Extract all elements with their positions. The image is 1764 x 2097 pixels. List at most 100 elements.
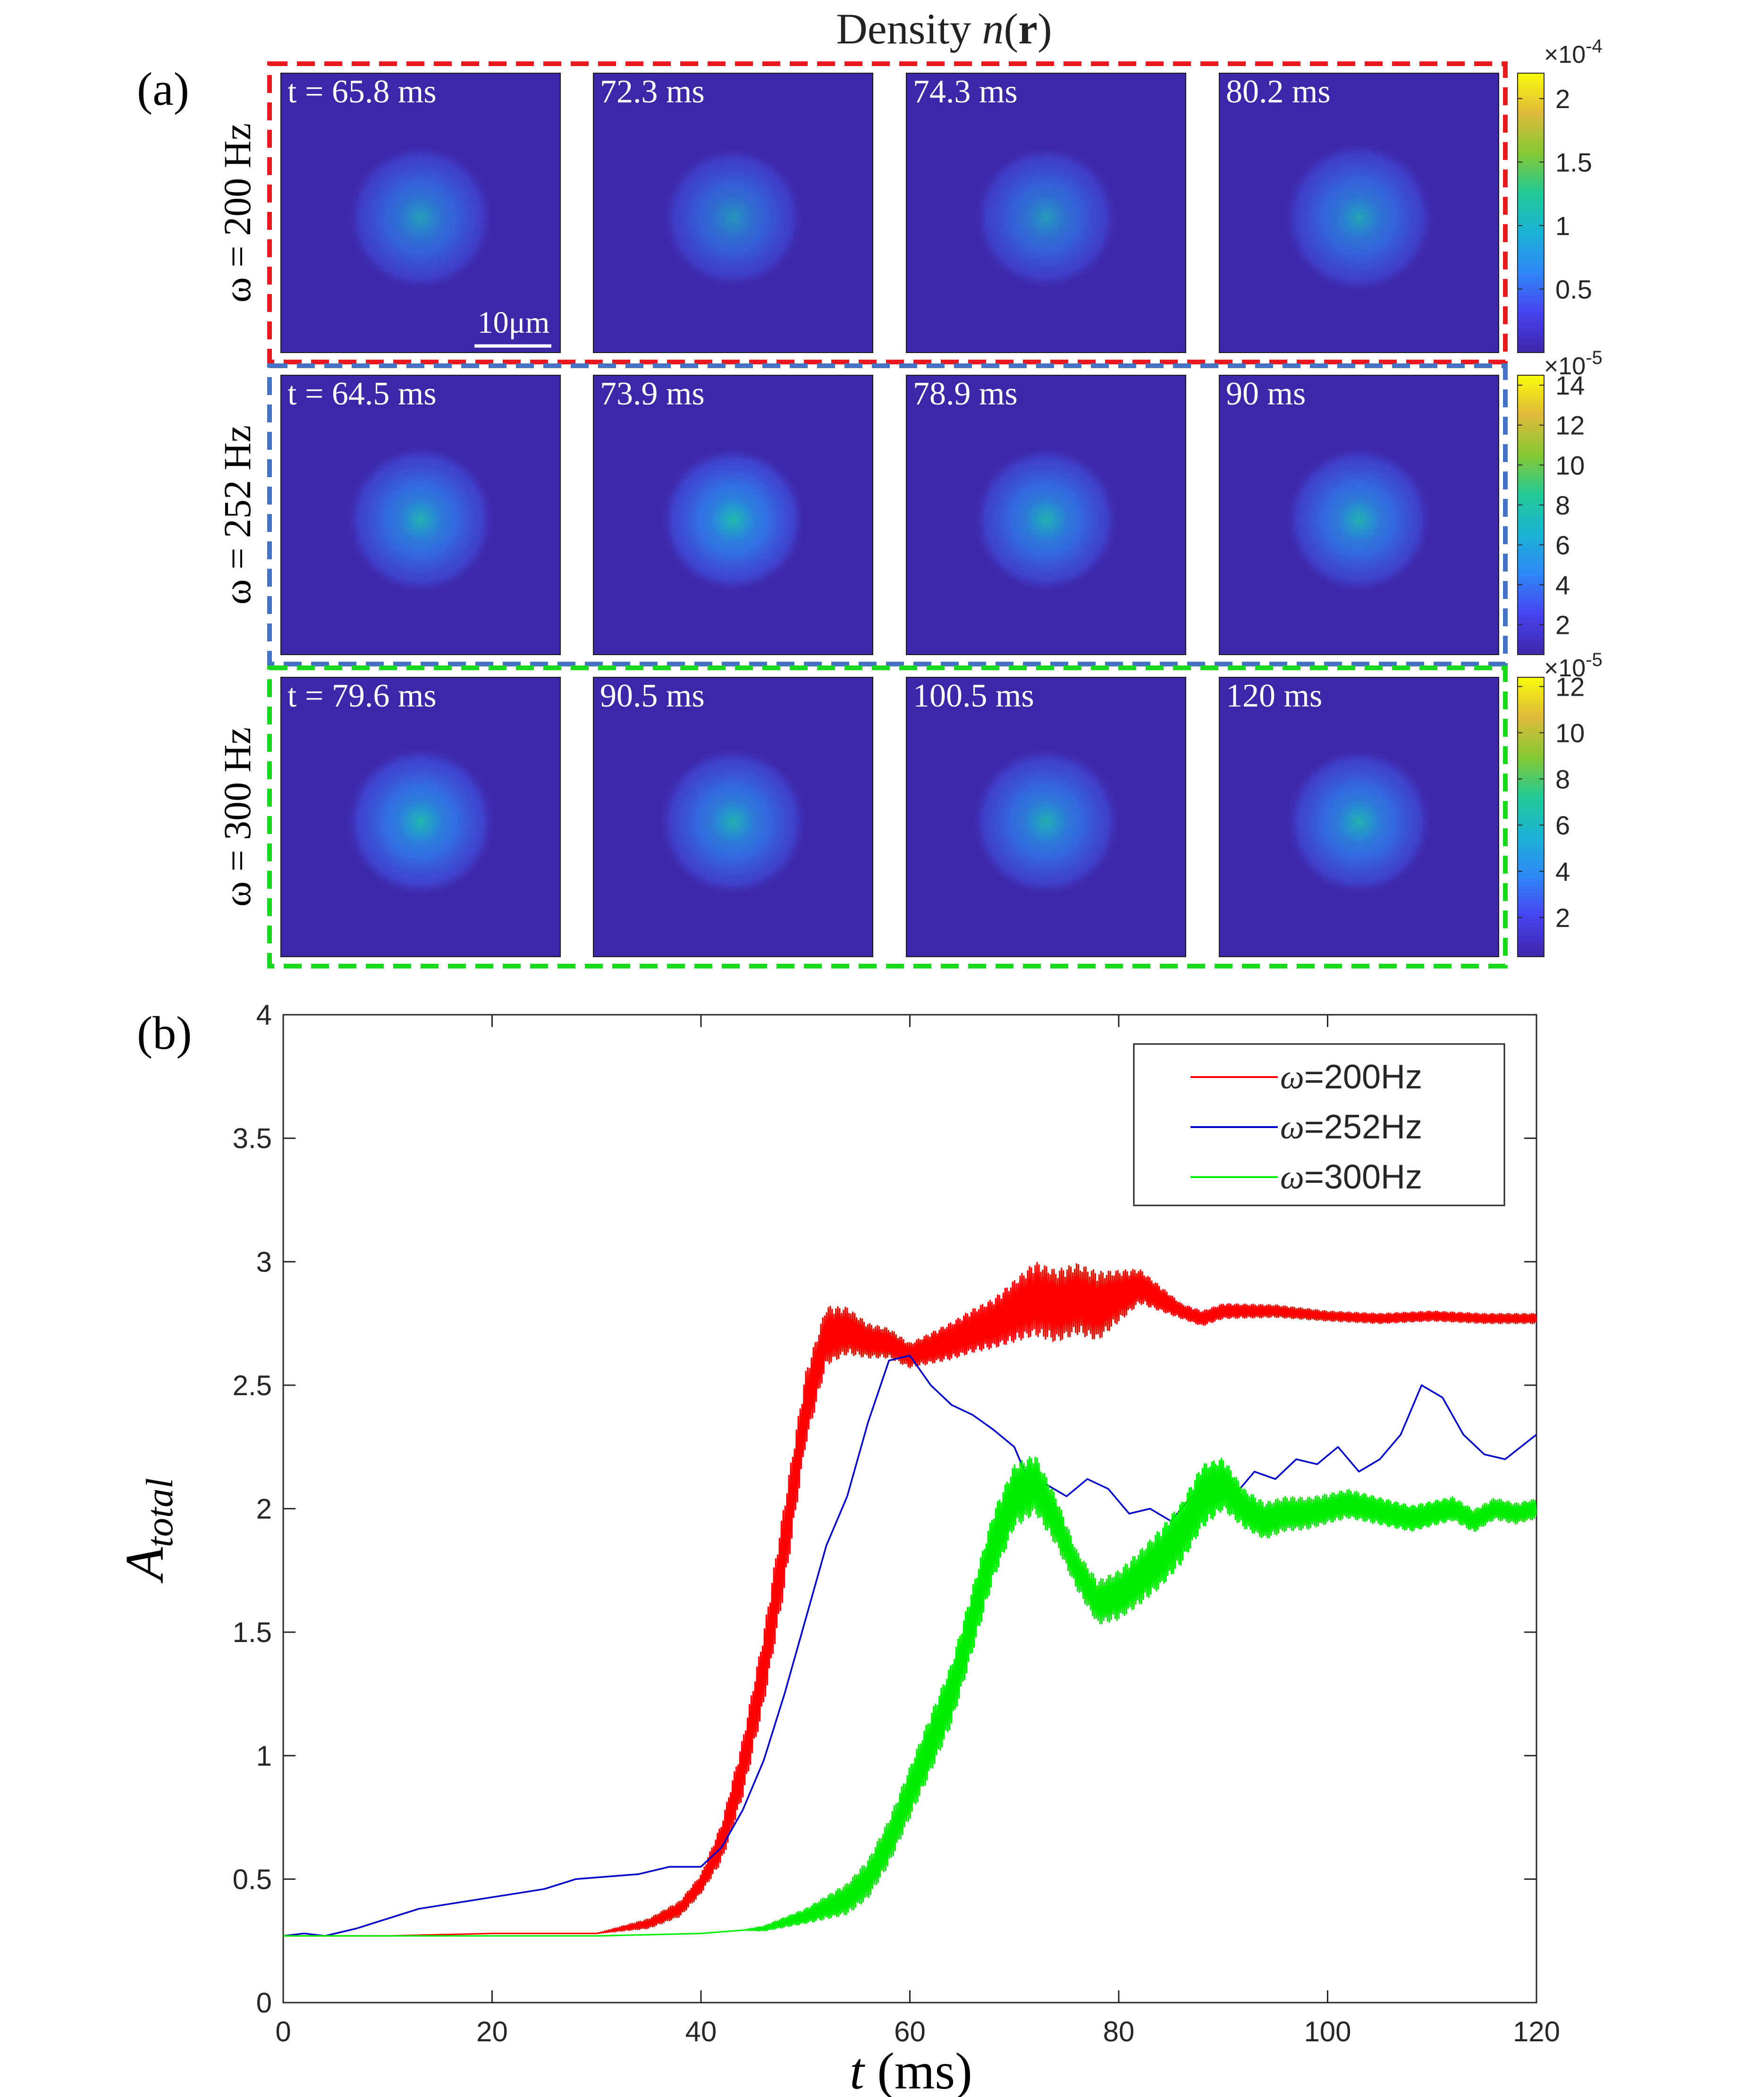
y-tick-label: 1.5 xyxy=(233,1617,272,1648)
image-background xyxy=(280,73,561,353)
x-tick-label: 80 xyxy=(1103,2016,1135,2047)
row-frequency-label: ω = 300 Hz xyxy=(216,727,259,907)
density-image: 72.3 ms xyxy=(593,73,873,353)
colorbar-tick-label: 8 xyxy=(1555,490,1570,520)
series-line-3 xyxy=(283,1456,1536,1937)
colorbar-exponent-top: ×10-4 xyxy=(1544,36,1603,68)
panel-a: (a) Density n(r) ω = 200 Hz t = 65.8 ms 72… xyxy=(137,5,1603,968)
density-image: 120 ms xyxy=(1219,677,1499,957)
colorbar-tick-label: 12 xyxy=(1555,672,1585,702)
x-tick-label: 40 xyxy=(685,2016,717,2047)
x-tick-label: 120 xyxy=(1513,2016,1560,2047)
colorbar-exponent-bottom: ×10-5 xyxy=(1544,347,1603,380)
density-image: 90 ms xyxy=(1219,375,1499,655)
colorbar-tick-label: 0.5 xyxy=(1555,274,1592,304)
title-paren-open: ( xyxy=(1004,5,1019,53)
density-image: t = 65.8 ms xyxy=(280,73,561,353)
density-row-1: ω = 200 Hz t = 65.8 ms 72.3 ms 74.3 ms 80.2 … xyxy=(216,36,1603,380)
density-image: t = 64.5 ms xyxy=(280,375,561,655)
row-border xyxy=(267,363,1508,666)
density-image: 74.3 ms xyxy=(906,73,1186,353)
y-axis-label: Atotal xyxy=(115,1478,181,1584)
x-tick-label: 100 xyxy=(1304,2016,1351,2047)
legend-entry: ω=252Hz xyxy=(1280,1108,1422,1146)
colorbar-tick-label: 4 xyxy=(1555,570,1570,600)
time-label: 80.2 ms xyxy=(1226,74,1331,110)
scale-bar-label: 10μm xyxy=(478,305,550,340)
time-label: 74.3 ms xyxy=(913,74,1018,110)
colorbar-tick-label: 10 xyxy=(1555,718,1585,748)
colorbar: 14 12 10 8 6 4 2 ×10-5 xyxy=(1517,371,1603,682)
row-frequency-label: ω = 200 Hz xyxy=(216,123,259,303)
y-tick-label: 3 xyxy=(256,1246,272,1278)
condensate-core xyxy=(1023,195,1069,240)
density-image: 100.5 ms xyxy=(906,677,1186,957)
density-row-3: ω = 300 Hz t = 79.6 ms 90.5 ms 100.5 ms 120 … xyxy=(216,665,1585,968)
x-tick-label: 0 xyxy=(275,2016,291,2047)
condensate-core xyxy=(1023,799,1069,844)
condensate-core xyxy=(398,799,443,844)
time-label: 90 ms xyxy=(1226,376,1306,412)
legend-text: =252Hz xyxy=(1304,1108,1422,1146)
colorbar-tick-label: 2 xyxy=(1555,610,1570,640)
title-paren-close: ) xyxy=(1038,5,1052,53)
exponent-base: ×10 xyxy=(1544,353,1586,380)
y-tick-label: 3.5 xyxy=(233,1123,272,1154)
condensate-core xyxy=(398,195,443,240)
condensate-core xyxy=(710,799,756,844)
legend-text: =300Hz xyxy=(1304,1158,1422,1196)
exponent-power: -5 xyxy=(1586,347,1603,368)
y-tick-label: 1 xyxy=(256,1740,272,1772)
colorbar-tick-label: 12 xyxy=(1555,411,1585,440)
title-r: r xyxy=(1018,5,1038,53)
density-image: t = 79.6 ms xyxy=(280,677,561,957)
colorbar-tick-label: 8 xyxy=(1555,764,1570,794)
panel-b-label: (b) xyxy=(137,1007,192,1059)
series-lines xyxy=(283,1262,1536,1937)
time-label: 120 ms xyxy=(1226,678,1322,714)
y-tick-label: 2.5 xyxy=(233,1370,272,1401)
y-tick-label: 0 xyxy=(256,1987,272,2019)
panel-a-label: (a) xyxy=(137,63,189,115)
time-label: t = 65.8 ms xyxy=(287,74,437,110)
colorbar-gradient xyxy=(1517,677,1545,957)
density-image: 73.9 ms xyxy=(593,375,873,655)
density-image: 80.2 ms xyxy=(1219,73,1499,353)
colorbar: 12 10 8 6 4 2 xyxy=(1517,672,1585,957)
density-row-2: ω = 252 Hz t = 64.5 ms 73.9 ms 78.9 ms 90 ms… xyxy=(216,363,1603,682)
time-label: t = 79.6 ms xyxy=(287,678,437,714)
colorbar-gradient xyxy=(1517,73,1545,353)
colorbar-tick-label: 2 xyxy=(1555,84,1570,114)
legend-symbol: ω xyxy=(1280,1108,1304,1146)
exponent-power: -4 xyxy=(1586,36,1603,57)
row-border xyxy=(267,665,1508,968)
condensate-core xyxy=(1336,497,1382,542)
panel-b: (b) 0 20 40 60 80 100 120 0 0.5 1 1.5 2 2.5 3 3.5 4 Ato… xyxy=(115,999,1560,2097)
legend-entry: ω=300Hz xyxy=(1280,1158,1422,1196)
x-axis-label: t (ms) xyxy=(850,2042,972,2097)
y-tick-label: 2 xyxy=(256,1493,272,1525)
colorbar-tick-label: 6 xyxy=(1555,810,1570,840)
x-tick-label: 60 xyxy=(894,2016,926,2047)
time-label: 78.9 ms xyxy=(913,376,1018,412)
row-frequency-label: ω = 252 Hz xyxy=(216,425,259,605)
colorbar-tick-label: 14 xyxy=(1555,371,1585,400)
y-axis-label-sub: total xyxy=(139,1478,181,1548)
condensate-core xyxy=(1336,195,1382,240)
legend-text: =200Hz xyxy=(1304,1058,1422,1096)
time-label: 90.5 ms xyxy=(600,678,705,714)
condensate-core xyxy=(1023,497,1069,542)
colorbar-gradient xyxy=(1517,375,1545,655)
y-tick-label: 4 xyxy=(256,999,272,1031)
time-label: 72.3 ms xyxy=(600,74,705,110)
density-rows: ω = 200 Hz t = 65.8 ms 72.3 ms 74.3 ms 80.2 … xyxy=(216,36,1603,968)
exponent-power: -5 xyxy=(1586,649,1603,670)
condensate-core xyxy=(1336,799,1382,844)
density-image: 90.5 ms xyxy=(593,677,873,957)
legend-symbol: ω xyxy=(1280,1158,1304,1196)
density-image: 78.9 ms xyxy=(906,375,1186,655)
y-tick-label: 0.5 xyxy=(233,1863,272,1895)
condensate-core xyxy=(710,195,756,240)
axis-ticks: 0 20 40 60 80 100 120 0 0.5 1 1.5 2 2.5 3 3.5 4 xyxy=(233,999,1560,2047)
